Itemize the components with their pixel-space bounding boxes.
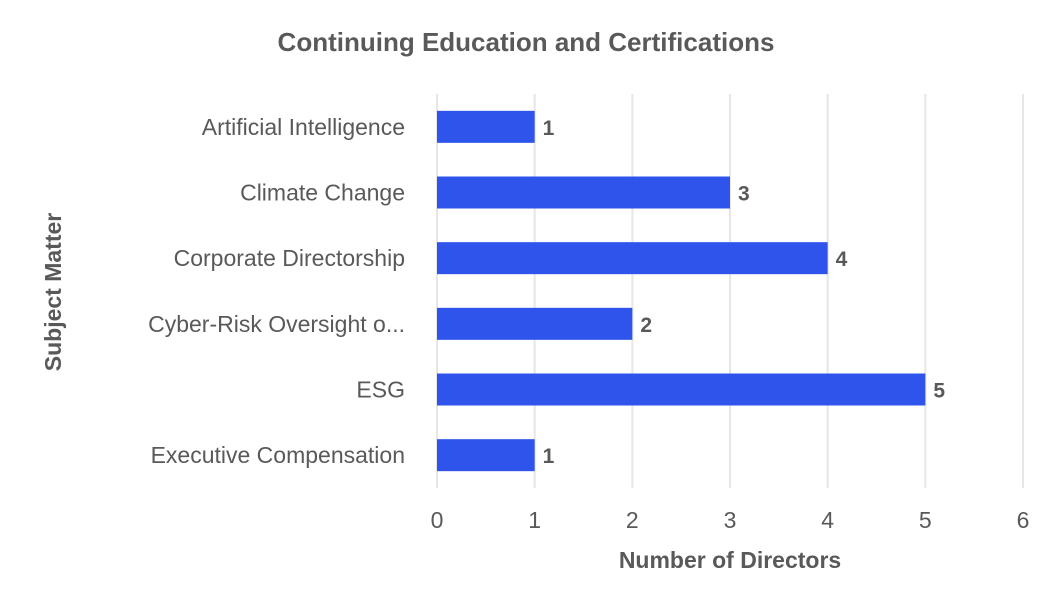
category-label: Executive Compensation [151, 442, 405, 468]
x-tick-labels: 0 1 2 3 4 5 6 [431, 507, 1030, 533]
y-axis-title: Subject Matter [40, 213, 66, 372]
data-label: 1 [543, 117, 555, 140]
bar [437, 307, 633, 340]
gridlines [436, 94, 1024, 488]
bar [437, 110, 535, 143]
data-label: 5 [933, 380, 945, 403]
category-label: ESG [356, 377, 405, 403]
chart-title: Continuing Education and Certifications [278, 27, 775, 57]
data-labels: 1 3 4 2 5 1 [543, 117, 946, 468]
category-label: Cyber-Risk Oversight o... [148, 311, 405, 337]
data-label: 2 [640, 314, 652, 337]
x-tick-label: 2 [626, 507, 639, 533]
x-axis-title: Number of Directors [619, 547, 841, 573]
x-tick-label: 6 [1017, 507, 1030, 533]
bar [437, 176, 730, 209]
x-tick-label: 1 [528, 507, 541, 533]
bar [437, 439, 535, 472]
bar [437, 373, 926, 406]
x-tick-label: 0 [431, 507, 444, 533]
x-tick-label: 4 [821, 507, 834, 533]
data-label: 3 [738, 183, 750, 206]
category-labels: Artificial Intelligence Climate Change Cor… [148, 114, 405, 468]
bar [437, 242, 828, 275]
category-label: Corporate Directorship [174, 245, 405, 271]
data-label: 4 [836, 248, 848, 271]
bars [437, 110, 926, 472]
x-tick-label: 3 [724, 507, 737, 533]
data-label: 1 [543, 445, 555, 468]
category-label: Climate Change [240, 180, 405, 206]
category-label: Artificial Intelligence [202, 114, 405, 140]
x-tick-label: 5 [919, 507, 932, 533]
